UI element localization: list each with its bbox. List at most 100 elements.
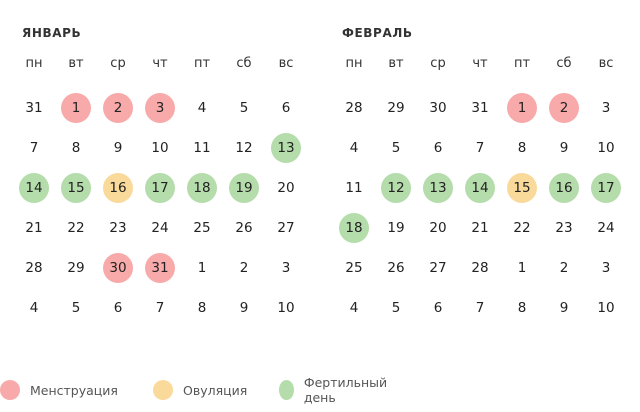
day-cell-fertile[interactable]: 14 <box>13 168 55 208</box>
day-cell[interactable]: 6 <box>417 288 459 328</box>
day-cell-fertile[interactable]: 12 <box>375 168 417 208</box>
day-cell-ovulation[interactable]: 16 <box>97 168 139 208</box>
day-cell-menstruation[interactable]: 3 <box>139 88 181 128</box>
day-cell-fertile[interactable]: 17 <box>585 168 627 208</box>
day-cell[interactable]: 28 <box>13 248 55 288</box>
day-cell-fertile[interactable]: 13 <box>417 168 459 208</box>
day-cell[interactable]: 11 <box>333 168 375 208</box>
legend-item-ovulation: Овуляция <box>153 378 247 402</box>
day-cell[interactable]: 6 <box>265 88 307 128</box>
day-cell[interactable]: 1 <box>501 248 543 288</box>
day-cell[interactable]: 28 <box>333 88 375 128</box>
day-cell[interactable]: 4 <box>333 288 375 328</box>
day-cell[interactable]: 8 <box>181 288 223 328</box>
day-cell[interactable]: 10 <box>585 288 627 328</box>
day-cell[interactable]: 7 <box>459 288 501 328</box>
day-cell[interactable]: 3 <box>585 248 627 288</box>
day-cell[interactable]: 11 <box>181 128 223 168</box>
day-cell[interactable]: 27 <box>417 248 459 288</box>
day-number: 28 <box>345 100 363 116</box>
day-cell[interactable]: 26 <box>375 248 417 288</box>
day-cell[interactable]: 27 <box>265 208 307 248</box>
day-cell[interactable]: 6 <box>417 128 459 168</box>
day-cell-fertile[interactable]: 18 <box>333 208 375 248</box>
day-cell[interactable]: 10 <box>265 288 307 328</box>
day-cell[interactable]: 9 <box>223 288 265 328</box>
day-cell-menstruation[interactable]: 2 <box>543 88 585 128</box>
day-cell[interactable]: 30 <box>417 88 459 128</box>
day-cell-menstruation[interactable]: 31 <box>139 248 181 288</box>
day-number: 10 <box>277 300 295 316</box>
day-number: 5 <box>239 100 249 116</box>
day-cell[interactable]: 4 <box>13 288 55 328</box>
day-cell[interactable]: 4 <box>181 88 223 128</box>
day-cell[interactable]: 26 <box>223 208 265 248</box>
day-number: 22 <box>67 220 85 236</box>
day-cell[interactable]: 23 <box>543 208 585 248</box>
day-cell[interactable]: 21 <box>13 208 55 248</box>
day-cell[interactable]: 25 <box>181 208 223 248</box>
day-cell[interactable]: 7 <box>459 128 501 168</box>
weekday-header: пн <box>25 55 43 71</box>
day-cell-ovulation[interactable]: 15 <box>501 168 543 208</box>
day-cell-fertile[interactable]: 16 <box>543 168 585 208</box>
day-cell[interactable]: 31 <box>459 88 501 128</box>
day-cell-fertile[interactable]: 18 <box>181 168 223 208</box>
day-cell[interactable]: 20 <box>265 168 307 208</box>
day-number: 2 <box>549 93 579 123</box>
day-cell[interactable]: 7 <box>13 128 55 168</box>
day-cell[interactable]: 8 <box>55 128 97 168</box>
green-circle-icon <box>279 380 294 400</box>
day-cell[interactable]: 9 <box>543 128 585 168</box>
day-cell[interactable]: 23 <box>97 208 139 248</box>
day-cell-fertile[interactable]: 13 <box>265 128 307 168</box>
day-cell[interactable]: 8 <box>501 288 543 328</box>
day-cell[interactable]: 9 <box>543 288 585 328</box>
day-number: 6 <box>433 140 443 156</box>
day-cell[interactable]: 22 <box>55 208 97 248</box>
day-cell-fertile[interactable]: 14 <box>459 168 501 208</box>
weekday-header: ср <box>430 55 446 71</box>
day-cell-fertile[interactable]: 15 <box>55 168 97 208</box>
day-cell[interactable]: 24 <box>139 208 181 248</box>
day-cell[interactable]: 12 <box>223 128 265 168</box>
day-cell-menstruation[interactable]: 30 <box>97 248 139 288</box>
weekday-header: сб <box>236 55 252 71</box>
day-cell-menstruation[interactable]: 1 <box>501 88 543 128</box>
day-cell[interactable]: 4 <box>333 128 375 168</box>
day-cell[interactable]: 9 <box>97 128 139 168</box>
day-cell[interactable]: 10 <box>585 128 627 168</box>
day-cell[interactable]: 29 <box>55 248 97 288</box>
day-cell[interactable]: 21 <box>459 208 501 248</box>
day-number: 8 <box>517 140 527 156</box>
day-cell[interactable]: 7 <box>139 288 181 328</box>
day-cell[interactable]: 2 <box>543 248 585 288</box>
weekday-header: пт <box>513 55 531 71</box>
day-cell[interactable]: 28 <box>459 248 501 288</box>
day-cell[interactable]: 22 <box>501 208 543 248</box>
day-cell[interactable]: 8 <box>501 128 543 168</box>
day-cell[interactable]: 5 <box>375 288 417 328</box>
day-cell-fertile[interactable]: 17 <box>139 168 181 208</box>
day-cell[interactable]: 2 <box>223 248 265 288</box>
legend-item-fertile: Фертильный день <box>279 375 392 405</box>
day-cell[interactable]: 29 <box>375 88 417 128</box>
day-cell[interactable]: 1 <box>181 248 223 288</box>
day-number: 30 <box>103 253 133 283</box>
day-cell[interactable]: 19 <box>375 208 417 248</box>
day-cell[interactable]: 25 <box>333 248 375 288</box>
day-cell[interactable]: 5 <box>223 88 265 128</box>
day-cell[interactable]: 3 <box>265 248 307 288</box>
day-cell[interactable]: 5 <box>375 128 417 168</box>
day-cell[interactable]: 3 <box>585 88 627 128</box>
day-cell-menstruation[interactable]: 1 <box>55 88 97 128</box>
day-cell[interactable]: 20 <box>417 208 459 248</box>
day-cell-fertile[interactable]: 19 <box>223 168 265 208</box>
day-cell[interactable]: 5 <box>55 288 97 328</box>
day-cell[interactable]: 10 <box>139 128 181 168</box>
day-number: 25 <box>193 220 211 236</box>
day-cell[interactable]: 31 <box>13 88 55 128</box>
day-cell[interactable]: 24 <box>585 208 627 248</box>
day-cell[interactable]: 6 <box>97 288 139 328</box>
day-cell-menstruation[interactable]: 2 <box>97 88 139 128</box>
